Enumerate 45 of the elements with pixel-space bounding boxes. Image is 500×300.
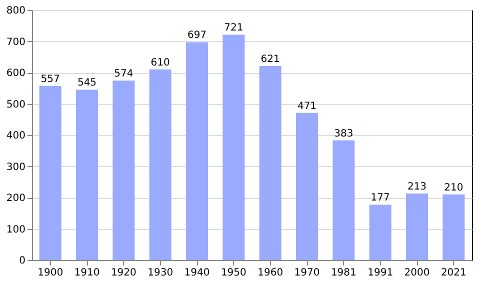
data-label: 177 [370,192,390,204]
y-tick-label: 800 [6,6,26,16]
x-tick-label: 1970 [294,268,320,278]
data-label: 697 [187,30,207,42]
bar [112,80,135,260]
y-tick-label: 600 [6,68,26,79]
x-tick-label: 1930 [148,268,174,278]
x-tick-label: 1981 [330,268,356,278]
data-label: 545 [77,78,97,89]
x-tick-label: 1991 [368,268,394,278]
y-tick-label: 300 [6,162,26,173]
data-label: 210 [444,182,464,194]
y-tick-label: 100 [6,224,26,236]
bar [406,193,428,260]
y-tick-label: 0 [19,256,26,266]
bar [76,90,98,260]
x-tick-label: 2000 [404,268,430,278]
y-tick-label: 200 [6,193,26,204]
data-label: 383 [334,128,354,140]
bar [442,194,465,260]
x-tick-label: 1960 [258,268,284,278]
bar [149,69,172,260]
data-label: 721 [224,22,244,34]
x-tick-label: 1920 [110,268,136,278]
y-tick-label: 500 [6,99,26,110]
data-label: 471 [297,100,317,112]
x-tick-label: 1950 [220,268,246,278]
y-tick-label: 400 [6,130,26,142]
bar [296,112,318,260]
data-label: 213 [407,181,427,192]
data-label: 557 [40,74,60,85]
bar [39,86,62,260]
x-tick-label: 1900 [38,268,64,278]
data-label: 610 [150,57,170,68]
y-tick-label: 700 [6,36,26,48]
x-tick-label: 2021 [440,268,466,278]
data-label: 574 [114,68,134,80]
bar [222,34,245,260]
bar [186,42,208,260]
x-tick-label: 1910 [74,268,100,278]
bar [332,140,355,260]
bar [259,66,282,260]
bar [369,204,392,260]
x-tick-label: 1940 [184,268,210,278]
data-label: 621 [260,54,280,65]
